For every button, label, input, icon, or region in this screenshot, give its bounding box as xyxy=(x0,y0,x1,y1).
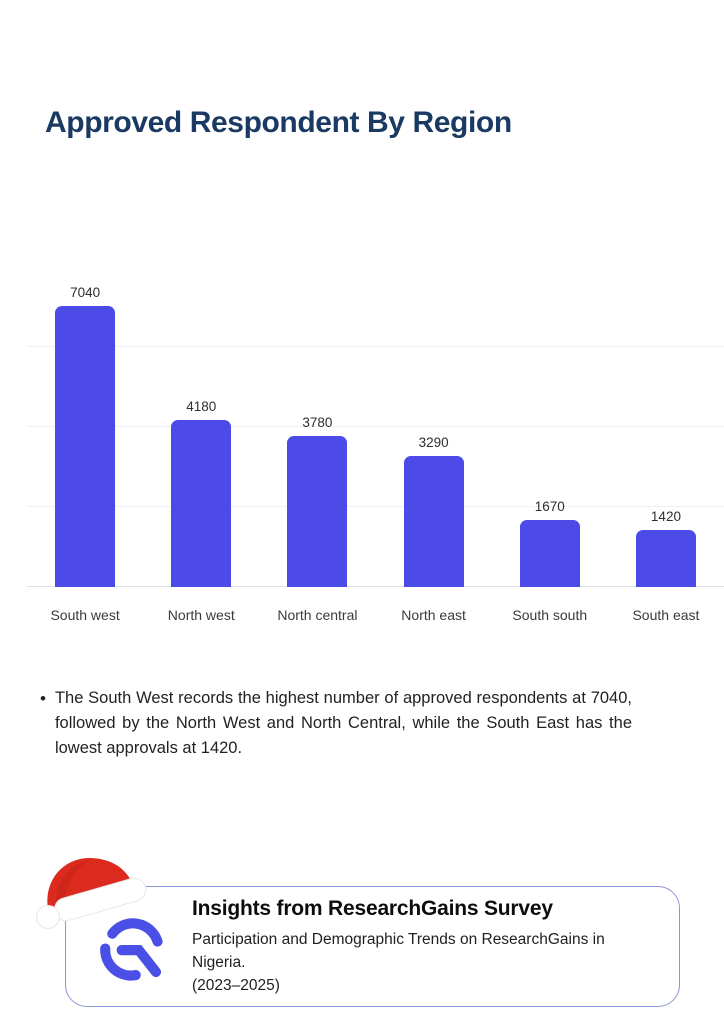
chart-plot: 7040 4180 3780 3290 1670 1420 xyxy=(27,280,724,587)
insight-bullet-item: • The South West records the highest num… xyxy=(40,686,632,761)
gridline xyxy=(27,346,724,348)
bar-column-north-west: 4180 xyxy=(143,280,259,587)
bar-north-central xyxy=(287,435,348,587)
bar-value-label: 4180 xyxy=(186,398,217,414)
footer-card-text: Insights from ResearchGains Survey Parti… xyxy=(192,897,659,997)
bar-column-south-east: 1420 xyxy=(608,280,724,587)
bar-value-label: 3780 xyxy=(302,414,333,430)
bar-value-label: 1670 xyxy=(534,499,565,515)
santa-hat-shade xyxy=(56,860,91,906)
footer-card-subtitle-line1: Participation and Demographic Trends on … xyxy=(192,930,605,971)
bar-south-south xyxy=(519,520,580,587)
bar-north-west xyxy=(171,419,232,587)
gridline xyxy=(27,506,724,508)
bar-column-north-central: 3780 xyxy=(259,280,375,587)
researchgains-logo-icon xyxy=(100,917,163,981)
x-axis-label-south-east: South east xyxy=(632,607,700,623)
bar-chart: 7040 4180 3780 3290 1670 1420 South west North… xyxy=(27,280,724,623)
bar-column-north-east: 3290 xyxy=(376,280,492,587)
bar-columns: 7040 4180 3780 3290 1670 1420 xyxy=(27,280,724,587)
bar-value-label: 1420 xyxy=(650,509,681,525)
bar-column-south-west: 7040 xyxy=(27,280,143,587)
footer-card-title: Insights from ResearchGains Survey xyxy=(192,896,553,920)
bar-value-label: 7040 xyxy=(70,284,101,300)
bar-column-south-south: 1670 xyxy=(492,280,608,587)
page-title: Approved Respondent By Region xyxy=(45,106,512,139)
x-axis-label-north-central: North central xyxy=(277,607,358,623)
bar-north-east xyxy=(403,455,464,587)
researchgains-logo xyxy=(92,908,170,986)
bar-south-east xyxy=(635,530,696,587)
chart-x-labels: South west North west North central North e… xyxy=(27,607,724,623)
x-axis-label-south-west: South west xyxy=(50,607,120,623)
x-axis-label-north-west: North west xyxy=(167,607,235,623)
bar-value-label: 3290 xyxy=(418,434,449,450)
bullet-dot: • xyxy=(40,689,46,708)
santa-hat-icon xyxy=(36,857,147,929)
bar-south-west xyxy=(55,305,116,587)
gridline xyxy=(27,426,724,428)
footer-card-subtitle-line2: (2023–2025) xyxy=(192,976,280,994)
santa-hat-pompom xyxy=(36,905,60,929)
x-axis-label-south-south: South south xyxy=(512,607,588,623)
x-axis-line xyxy=(27,586,724,587)
footer-card: Insights from ResearchGains Survey Parti… xyxy=(65,886,680,1007)
insight-text: The South West records the highest numbe… xyxy=(54,689,632,757)
x-axis-label-north-east: North east xyxy=(401,607,466,623)
